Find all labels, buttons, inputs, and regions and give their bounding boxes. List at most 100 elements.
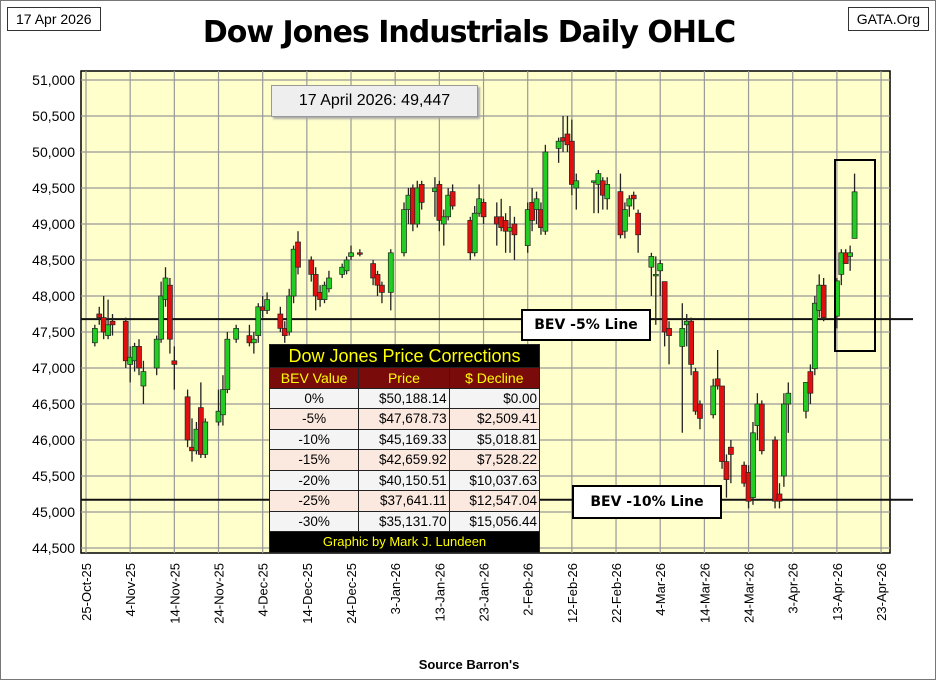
x-tick-label: 4-Nov-25: [123, 563, 138, 616]
candle-down: [171, 360, 178, 365]
candle-up: [595, 173, 602, 185]
candle-up: [153, 338, 160, 369]
y-tick-label: 45,000: [32, 504, 75, 520]
candle-down: [436, 184, 443, 221]
bev-10-label: BEV -10% Line: [572, 485, 722, 519]
candle-down: [772, 439, 778, 502]
candle-down: [295, 241, 301, 268]
candle-up: [781, 403, 787, 477]
candle-up: [573, 180, 580, 189]
candle-up: [343, 259, 350, 272]
y-tick-label: 46,000: [32, 432, 75, 448]
candle-down: [666, 328, 672, 336]
candle-down: [776, 493, 783, 502]
candle-down: [820, 284, 827, 318]
candle-down: [661, 281, 668, 333]
corrections-table: Dow Jones Price Corrections BEV Value Pr…: [268, 344, 541, 553]
y-tick-label: 49,000: [32, 216, 75, 232]
candle-down: [122, 320, 129, 362]
candle-up: [626, 198, 633, 207]
x-tick-label: 14-Mar-26: [697, 563, 712, 623]
candle-down: [723, 461, 730, 480]
candle-down: [449, 191, 456, 207]
candle-up: [91, 328, 98, 344]
table-footer: Graphic by Mark J. Lundeen: [269, 531, 540, 553]
table-row: -25% $37,641.11 $12,547.04: [268, 490, 541, 512]
candle-up: [348, 252, 354, 257]
x-tick-label: 4-Mar-26: [653, 563, 668, 616]
source-label: Source Barron's: [418, 657, 520, 672]
highlight-box: [834, 159, 876, 352]
table-title: Dow Jones Price Corrections: [269, 344, 540, 368]
x-tick-label: 12-Feb-26: [565, 563, 580, 623]
bev-value-cell: 0%: [268, 387, 360, 409]
site-label: GATA.Org: [847, 7, 929, 31]
x-tick-label: 2-Feb-26: [521, 563, 536, 616]
y-tick-label: 48,500: [32, 252, 75, 268]
col-header-bev: BEV Value: [268, 367, 360, 389]
x-tick-label: 24-Dec-25: [344, 563, 359, 624]
latest-close-annotation: 17 April 2026: 49,447: [271, 85, 478, 117]
candle-down: [569, 140, 575, 185]
decline-cell: $7,528.22: [448, 449, 541, 471]
candle-up: [387, 252, 394, 293]
candle-up: [648, 256, 655, 268]
price-cell: $45,169.33: [358, 428, 450, 450]
price-cell: $37,641.11: [358, 490, 450, 512]
table-row: 0% $50,188.14 $0.00: [268, 387, 541, 409]
candle-up: [440, 216, 447, 225]
y-tick-label: 51,000: [32, 72, 75, 88]
y-tick-label: 50,000: [32, 144, 75, 160]
decline-cell: $12,547.04: [448, 490, 541, 512]
candle-up: [250, 338, 257, 344]
bev-value-cell: -25%: [268, 490, 360, 512]
candle-up: [803, 382, 809, 412]
candle-down: [418, 184, 425, 203]
table-row: -20% $40,150.51 $10,037.63: [268, 469, 541, 491]
x-tick-label: 22-Feb-26: [609, 563, 624, 623]
x-tick-label: 14-Nov-25: [167, 563, 182, 624]
candle-up: [215, 410, 222, 423]
candle-down: [502, 220, 509, 232]
table-row: -10% $45,169.33 $5,018.81: [268, 428, 541, 450]
candle-down: [842, 252, 849, 264]
candle-down: [374, 274, 381, 286]
candle-up: [542, 151, 549, 232]
candle-up: [202, 421, 209, 455]
y-tick-label: 48,000: [32, 288, 75, 304]
decline-cell: $5,018.81: [448, 428, 541, 450]
candle-down: [635, 212, 641, 236]
y-tick-label: 49,500: [32, 180, 75, 196]
candle-down: [719, 385, 725, 462]
bev-value-cell: -30%: [268, 510, 360, 532]
bev-5-label: BEV -5% Line: [521, 309, 651, 341]
bev-value-cell: -20%: [268, 469, 360, 491]
x-tick-label: 24-Mar-26: [742, 563, 757, 623]
table-row: -5% $47,678.73 $2,509.41: [268, 408, 541, 430]
candle-up: [604, 184, 611, 200]
candle-down: [357, 252, 363, 255]
x-tick-label: 23-Jan-26: [477, 563, 492, 622]
candle-down: [630, 194, 637, 200]
candle-down: [277, 313, 284, 329]
y-tick-label: 47,000: [32, 360, 75, 376]
candle-down: [167, 284, 173, 340]
candle-up: [555, 140, 562, 149]
candle-down: [308, 259, 315, 275]
candle-up: [750, 432, 756, 498]
candle-up: [105, 324, 111, 336]
price-cell: $42,659.92: [358, 449, 450, 471]
candle-up: [286, 295, 293, 333]
candle-up: [811, 302, 818, 370]
candle-up: [401, 209, 407, 254]
candle-up: [414, 187, 421, 225]
candle-up: [326, 277, 332, 290]
candle-down: [370, 263, 376, 279]
candle-down: [379, 284, 385, 293]
candle-down: [529, 202, 535, 221]
y-tick-label: 46,500: [32, 396, 75, 412]
candle-down: [758, 403, 765, 452]
candle-up: [657, 263, 664, 272]
candle-up: [622, 209, 628, 232]
x-tick-label: 4-Dec-25: [256, 563, 271, 616]
